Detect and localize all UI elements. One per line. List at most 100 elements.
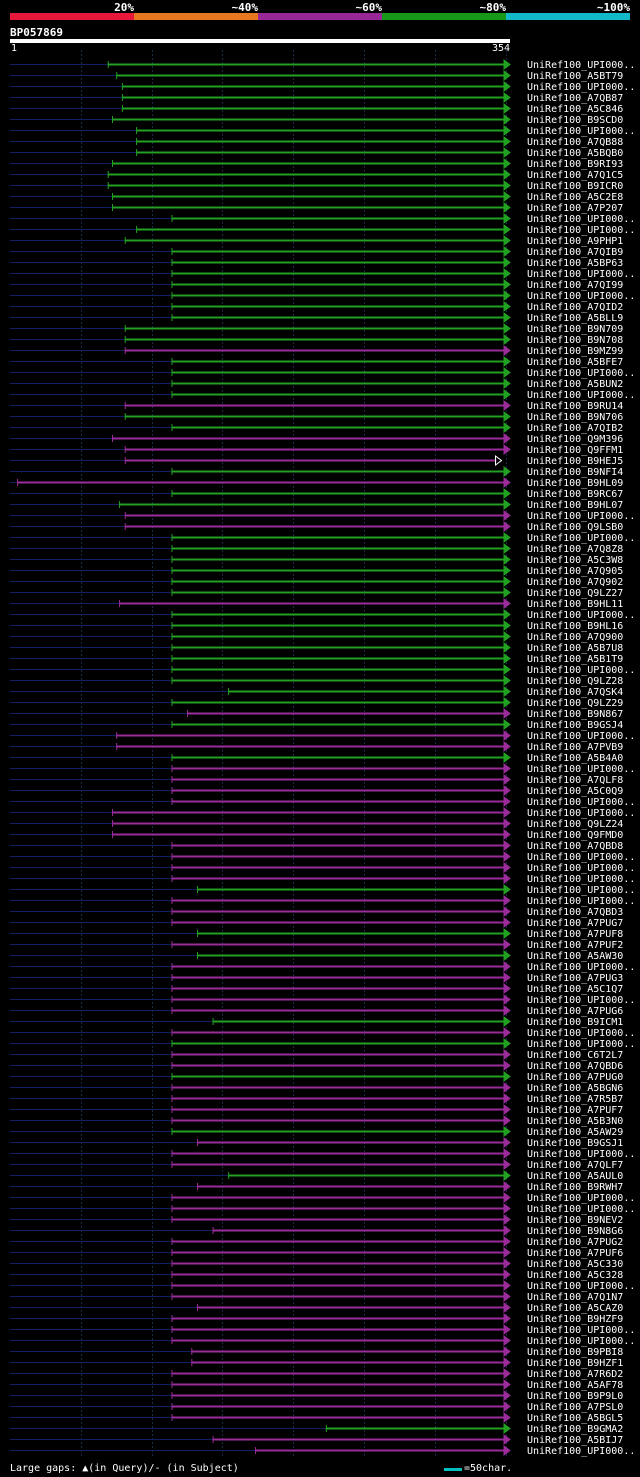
hit-row[interactable]: UniRef100_A7PUF6 bbox=[10, 1247, 623, 1259]
hit-row[interactable]: UniRef100_UPI000.. bbox=[10, 224, 635, 236]
hit-label[interactable]: UniRef100_UPI000.. bbox=[527, 995, 635, 1006]
hit-label[interactable]: UniRef100_A5C0Q9 bbox=[527, 786, 623, 797]
hit-label[interactable]: UniRef100_UPI000.. bbox=[527, 863, 635, 874]
hit-row[interactable]: UniRef100_UPI000.. bbox=[10, 389, 635, 401]
hit-label[interactable]: UniRef100_Q9M396 bbox=[527, 434, 623, 445]
hit-label[interactable]: UniRef100_A7QI99 bbox=[527, 280, 623, 291]
hit-row[interactable]: UniRef100_Q9M396 bbox=[10, 433, 623, 445]
hit-row[interactable]: UniRef100_UPI000.. bbox=[10, 268, 635, 280]
hit-row[interactable]: UniRef100_A5C330 bbox=[10, 1258, 623, 1270]
hit-label[interactable]: UniRef100_A7QIB2 bbox=[527, 423, 623, 434]
hit-row[interactable]: UniRef100_Q9FFM1 bbox=[10, 444, 623, 456]
hit-row[interactable]: UniRef100_A7QLF8 bbox=[10, 774, 623, 786]
hit-row[interactable]: UniRef100_A7QSK4 bbox=[10, 686, 623, 698]
hit-row[interactable]: UniRef100_A7QBD8 bbox=[10, 840, 623, 852]
hit-label[interactable]: UniRef100_A5BFE7 bbox=[527, 357, 623, 368]
hit-row[interactable]: UniRef100_A5AUL0 bbox=[10, 1170, 623, 1182]
hit-row[interactable]: UniRef100_A5BGL5 bbox=[10, 1412, 623, 1424]
hit-row[interactable]: UniRef100_A7QB88 bbox=[10, 136, 623, 148]
hit-row[interactable]: UniRef100_Q9FMD0 bbox=[10, 829, 623, 841]
hit-row[interactable]: UniRef100_UPI000.. bbox=[10, 884, 635, 896]
hit-label[interactable]: UniRef100_B9HZF1 bbox=[527, 1358, 623, 1369]
hit-label[interactable]: UniRef100_A5BUN2 bbox=[527, 379, 623, 390]
hit-label[interactable]: UniRef100_UPI000.. bbox=[527, 1281, 635, 1292]
hit-label[interactable]: UniRef100_A5BP63 bbox=[527, 258, 623, 269]
hit-label[interactable]: UniRef100_UPI000.. bbox=[527, 1149, 635, 1160]
hit-label[interactable]: UniRef100_UPI000.. bbox=[527, 896, 635, 907]
hit-row[interactable]: UniRef100_B9N706 bbox=[10, 411, 623, 423]
hit-row[interactable]: UniRef100_B9RC67 bbox=[10, 488, 623, 500]
hit-label[interactable]: UniRef100_UPI000.. bbox=[527, 764, 635, 775]
hit-row[interactable]: UniRef100_UPI000.. bbox=[10, 763, 635, 775]
hit-label[interactable]: UniRef100_A9PHP1 bbox=[527, 236, 623, 247]
hit-row[interactable]: UniRef100_B9HZF9 bbox=[10, 1313, 623, 1325]
hit-label[interactable]: UniRef100_B9HL16 bbox=[527, 621, 623, 632]
hit-row[interactable]: UniRef100_A5C0Q9 bbox=[10, 785, 623, 797]
hit-label[interactable]: UniRef100_UPI000.. bbox=[527, 1325, 635, 1336]
hit-label[interactable]: UniRef100_Q9LZ24 bbox=[527, 819, 623, 830]
hit-row[interactable]: UniRef100_A5BUN2 bbox=[10, 378, 623, 390]
hit-label[interactable]: UniRef100_Q9LSB0 bbox=[527, 522, 623, 533]
hit-row[interactable]: UniRef100_Q9LZ29 bbox=[10, 697, 623, 709]
hit-row[interactable]: UniRef100_A7Q1C5 bbox=[10, 169, 623, 181]
hit-label[interactable]: UniRef100_A7PUF2 bbox=[527, 940, 623, 951]
hit-row[interactable]: UniRef100_UPI000.. bbox=[10, 125, 635, 137]
hit-label[interactable]: UniRef100_A7Q902 bbox=[527, 577, 623, 588]
hit-row[interactable]: UniRef100_B9NEV2 bbox=[10, 1214, 623, 1226]
hit-label[interactable]: UniRef100_UPI000.. bbox=[527, 665, 635, 676]
hit-row[interactable]: UniRef100_A7Q1N7 bbox=[10, 1291, 623, 1303]
hit-label[interactable]: UniRef100_A7Q905 bbox=[527, 566, 623, 577]
hit-row[interactable]: UniRef100_A5C3W8 bbox=[10, 554, 623, 566]
hit-label[interactable]: UniRef100_A5C3W8 bbox=[527, 555, 623, 566]
hit-row[interactable]: UniRef100_B9HL16 bbox=[10, 620, 623, 632]
hit-label[interactable]: UniRef100_B9N8G6 bbox=[527, 1226, 623, 1237]
hit-label[interactable]: UniRef100_A7Q900 bbox=[527, 632, 623, 643]
hit-label[interactable]: UniRef100_A7Q8Z8 bbox=[527, 544, 623, 555]
hit-label[interactable]: UniRef100_A5BLL9 bbox=[527, 313, 623, 324]
hit-row[interactable]: UniRef100_B9GSJ4 bbox=[10, 719, 623, 731]
hit-label[interactable]: UniRef100_UPI000.. bbox=[527, 797, 635, 808]
hit-row[interactable]: UniRef100_A7QBD6 bbox=[10, 1060, 623, 1072]
hit-row[interactable]: UniRef100_A5B7U8 bbox=[10, 642, 623, 654]
hit-label[interactable]: UniRef100_A7Q1N7 bbox=[527, 1292, 623, 1303]
hit-row[interactable]: UniRef100_UPI000.. bbox=[10, 81, 635, 93]
hit-row[interactable]: UniRef100_UPI000.. bbox=[10, 1335, 635, 1347]
hit-label[interactable]: UniRef100_A7QBD6 bbox=[527, 1061, 623, 1072]
hit-row[interactable]: UniRef100_A7Q8Z8 bbox=[10, 543, 623, 555]
hit-row[interactable]: UniRef100_UPI000.. bbox=[10, 510, 635, 522]
hit-row[interactable]: UniRef100_B9N867 bbox=[10, 708, 623, 720]
hit-row[interactable]: UniRef100_A5C2E8 bbox=[10, 191, 623, 203]
hit-row[interactable]: UniRef100_UPI000.. bbox=[10, 851, 635, 863]
hit-label[interactable]: UniRef100_UPI000.. bbox=[527, 291, 635, 302]
hit-label[interactable]: UniRef100_A7P207 bbox=[527, 203, 623, 214]
hit-label[interactable]: UniRef100_UPI000.. bbox=[527, 511, 635, 522]
hit-row[interactable]: UniRef100_A7R6D2 bbox=[10, 1368, 623, 1380]
hit-row[interactable]: UniRef100_B9HL09 bbox=[10, 477, 623, 489]
hit-label[interactable]: UniRef100_UPI000.. bbox=[527, 610, 635, 621]
hit-row[interactable]: UniRef100_UPI000.. bbox=[10, 367, 635, 379]
hit-label[interactable]: UniRef100_B9RC67 bbox=[527, 489, 623, 500]
hit-row[interactable]: UniRef100_UPI000.. bbox=[10, 1324, 635, 1336]
hit-row[interactable]: UniRef100_B9NFI4 bbox=[10, 466, 623, 478]
hit-row[interactable]: UniRef100_UPI000.. bbox=[10, 213, 635, 225]
hit-row[interactable]: UniRef100_A7Q902 bbox=[10, 576, 623, 588]
hit-label[interactable]: UniRef100_A7QB87 bbox=[527, 93, 623, 104]
hit-label[interactable]: UniRef100_Q9FMD0 bbox=[527, 830, 623, 841]
hit-row[interactable]: UniRef100_A5AW30 bbox=[10, 950, 623, 962]
hit-row[interactable]: UniRef100_A5BT79 bbox=[10, 70, 623, 82]
hit-label[interactable]: UniRef100_A7PUG6 bbox=[527, 1006, 623, 1017]
hit-row[interactable]: UniRef100_B9HL07 bbox=[10, 499, 623, 511]
hit-label[interactable]: UniRef100_UPI000.. bbox=[527, 874, 635, 885]
hit-row[interactable]: UniRef100_A7QLF7 bbox=[10, 1159, 623, 1171]
hit-row[interactable]: UniRef100_UPI000.. bbox=[10, 994, 635, 1006]
hit-row[interactable]: UniRef100_B9HL11 bbox=[10, 598, 623, 610]
hit-row[interactable]: UniRef100_A7PUG6 bbox=[10, 1005, 623, 1017]
hit-label[interactable]: UniRef100_UPI000.. bbox=[527, 962, 635, 973]
hit-row[interactable]: UniRef100_UPI000.. bbox=[10, 59, 635, 71]
hit-row[interactable]: UniRef100_B9ICM1 bbox=[10, 1016, 623, 1028]
hit-row[interactable]: UniRef100_Q9LSB0 bbox=[10, 521, 623, 533]
hit-label[interactable]: UniRef100_B9HEJ5 bbox=[527, 456, 623, 467]
hit-label[interactable]: UniRef100_UPI000.. bbox=[527, 1446, 635, 1457]
hit-row[interactable]: UniRef100_A9PHP1 bbox=[10, 235, 623, 247]
hit-label[interactable]: UniRef100_A7QBD3 bbox=[527, 907, 623, 918]
